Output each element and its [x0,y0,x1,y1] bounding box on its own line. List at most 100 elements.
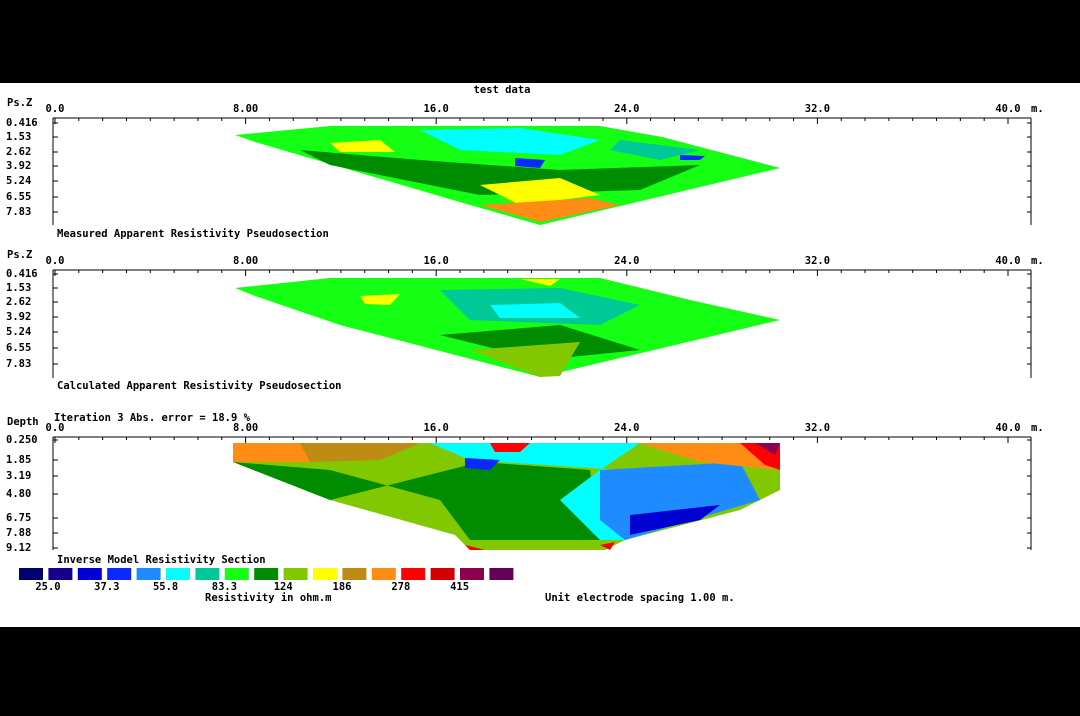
legend-swatch [401,568,426,580]
contour-zone [233,462,600,540]
contour-zone [465,458,500,470]
legend-unit: Resistivity in ohm.m [205,592,331,604]
contour-zone [490,443,530,452]
x-tick-label: 32.0 [805,255,830,267]
legend-swatch [254,568,279,580]
legend-swatch [430,568,455,580]
contour-zone [610,140,700,160]
spacing-note: Unit electrode spacing 1.00 m. [545,592,735,604]
y-tick-label: 0.250 [6,434,38,446]
x-tick-label: 40.0 [995,422,1020,434]
legend-swatch [136,568,161,580]
contour-zone [430,443,640,540]
y-tick-label: 2.62 [6,296,31,308]
x-tick-label: 8.00 [233,103,258,115]
contour-zone [755,443,780,455]
legend-swatch [283,568,308,580]
legend-swatch [166,568,190,580]
y-tick-label: 3.19 [6,470,31,482]
legend-label: 124 [274,581,293,593]
legend-swatch [460,568,484,580]
x-tick-label: 24.0 [614,422,639,434]
y-axis-label: Ps.Z [7,97,32,109]
contour-zone [360,294,400,305]
legend-swatch [489,568,514,580]
legend-swatch [313,568,337,580]
panel-caption: Measured Apparent Resistivity Pseudosect… [57,228,329,240]
title: test data [474,84,531,96]
x-tick-label: 24.0 [614,255,639,267]
legend-label: 415 [450,581,469,593]
y-axis-label: Ps.Z [7,249,32,261]
contour-zone [470,342,580,377]
x-tick-label: 16.0 [424,255,449,267]
contour-zone [480,178,600,205]
contour-zone [330,140,395,152]
y-tick-label: 1.53 [6,282,31,294]
x-unit: m. [1031,255,1044,267]
x-tick-label: 8.00 [233,422,258,434]
y-tick-label: 6.75 [6,512,31,524]
x-tick-label: 0.0 [46,103,65,115]
y-tick-label: 6.55 [6,342,31,354]
y-tick-label: 7.83 [6,358,31,370]
contour-zone [490,303,580,318]
x-tick-label: 40.0 [995,255,1020,267]
x-unit: m. [1031,103,1044,115]
contour-zone [515,158,545,168]
contour-zone [640,443,780,470]
y-tick-label: 0.416 [6,268,38,280]
x-tick-label: 32.0 [805,422,830,434]
panel-caption: Inverse Model Resistivity Section [57,554,266,566]
y-tick-label: 1.85 [6,454,31,466]
y-tick-label: 5.24 [6,175,31,187]
x-tick-label: 8.00 [233,255,258,267]
contour-zone [465,545,485,550]
contour-zone [440,325,640,360]
panel-header: Iteration 3 Abs. error = 18.9 % [54,412,251,424]
x-tick-label: 0.0 [46,255,65,267]
contour-zone [233,443,310,462]
x-tick-label: 32.0 [805,103,830,115]
x-tick-label: 40.0 [995,103,1020,115]
y-tick-label: 3.92 [6,311,31,323]
y-tick-label: 2.62 [6,146,31,158]
y-tick-label: 3.92 [6,160,31,172]
legend-label: 278 [391,581,410,593]
legend-swatch [371,568,396,580]
legend-swatch [107,568,132,580]
contour-zone [680,155,705,160]
contour-zone [520,279,560,286]
legend-label: 83.3 [212,581,237,593]
legend-swatch [77,568,102,580]
y-axis-label: Depth [7,416,39,428]
x-tick-label: 16.0 [424,422,449,434]
legend-label: 55.8 [153,581,178,593]
y-tick-label: 5.24 [6,326,31,338]
y-tick-label: 0.416 [6,117,38,129]
legend-swatch [48,568,73,580]
legend-swatch [342,568,367,580]
y-tick-label: 7.88 [6,527,31,539]
y-tick-label: 4.80 [6,488,31,500]
contour-zone [630,505,720,535]
legend-label: 37.3 [94,581,119,593]
contour-zone [300,443,420,462]
legend-swatch [19,568,43,580]
x-unit: m. [1031,422,1044,434]
legend-label: 25.0 [35,581,60,593]
legend-label: 186 [333,581,352,593]
legend-swatch [195,568,220,580]
y-tick-label: 7.83 [6,206,31,218]
contour-zone [600,542,615,550]
panel-caption: Calculated Apparent Resistivity Pseudose… [57,380,341,392]
y-tick-label: 9.12 [6,542,31,554]
contour-zone [480,198,620,222]
contour-zone [420,128,600,155]
contour-zone [300,150,700,195]
legend-swatch [224,568,249,580]
y-tick-label: 1.53 [6,131,31,143]
x-tick-label: 0.0 [46,422,65,434]
x-tick-label: 16.0 [424,103,449,115]
